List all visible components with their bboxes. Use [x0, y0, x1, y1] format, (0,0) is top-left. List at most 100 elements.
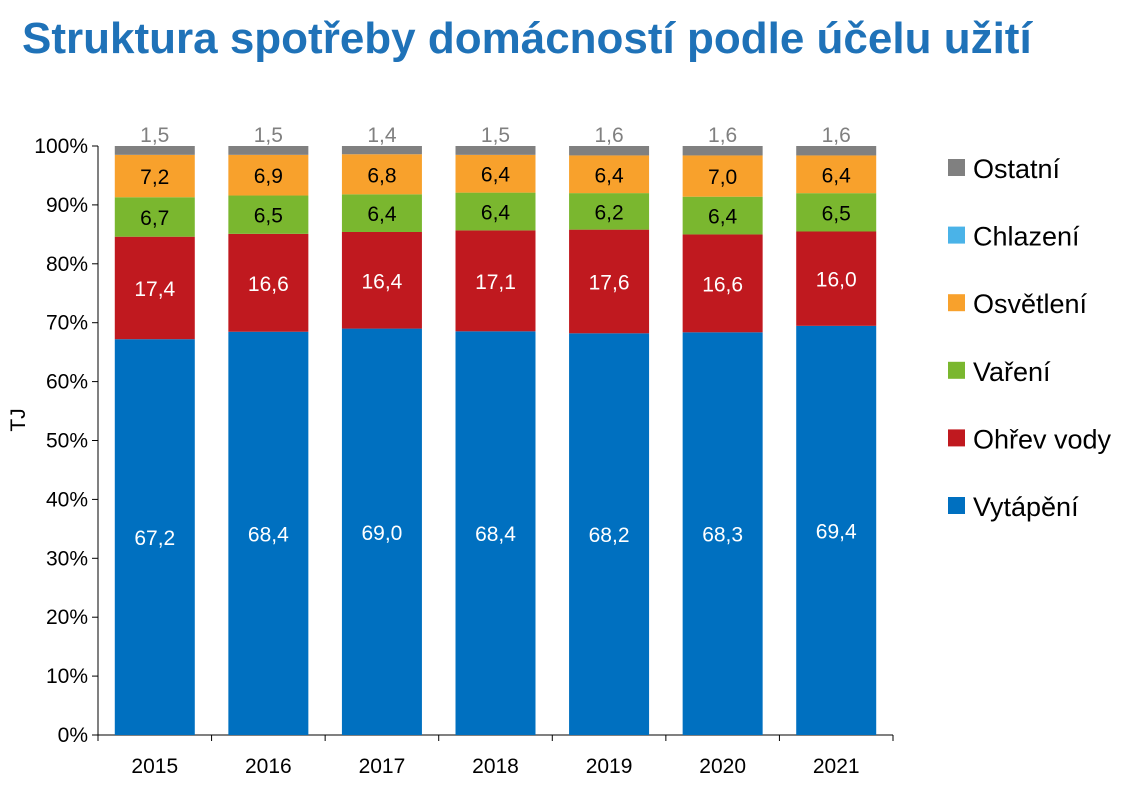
data-label: 6,2 [594, 201, 623, 224]
bar-segment [114, 339, 195, 735]
data-label: 6,4 [594, 164, 624, 187]
data-label: 1,6 [822, 124, 851, 147]
y-tick-label: 90% [46, 194, 88, 217]
bar-segment [114, 154, 195, 198]
bar-segment [341, 194, 422, 232]
bar-segment [455, 192, 536, 231]
legend-swatch [948, 226, 965, 244]
legend-swatch [948, 361, 965, 379]
data-label: 6,7 [140, 207, 169, 230]
data-label: 1,6 [708, 124, 737, 147]
legend-label: Vytápění [973, 492, 1079, 522]
legend-swatch [948, 294, 965, 312]
bar-segment [569, 229, 650, 334]
data-label: 6,4 [822, 164, 852, 187]
data-label: 6,8 [367, 164, 396, 187]
data-label: 6,5 [254, 205, 283, 228]
x-tick-label: 2016 [245, 755, 292, 778]
bar-segment [569, 155, 650, 194]
data-label: 69,0 [361, 522, 402, 545]
y-tick-label: 40% [46, 488, 88, 511]
bar-segment [682, 234, 763, 333]
bar-segment [114, 146, 195, 155]
bar-segment [341, 231, 422, 329]
bar-segment [682, 196, 763, 235]
data-label: 17,4 [134, 278, 175, 301]
legend-label: Ostatní [973, 154, 1061, 184]
bar-segment [455, 146, 536, 155]
data-label: 1,4 [367, 124, 397, 147]
x-tick-label: 2017 [359, 755, 406, 778]
data-label: 16,6 [248, 273, 289, 296]
data-label: 68,4 [248, 523, 289, 546]
data-label: 6,4 [367, 203, 397, 226]
data-label: 16,4 [361, 270, 402, 293]
bar-segment [341, 154, 422, 195]
bar-segment [114, 236, 195, 340]
bar-segment [228, 331, 309, 735]
bar-segment [796, 193, 877, 232]
y-tick-label: 10% [46, 665, 88, 688]
bar-segment [455, 154, 536, 193]
data-label: 16,6 [702, 273, 743, 296]
data-label: 1,5 [254, 124, 283, 147]
bar-segment [455, 331, 536, 735]
data-label: 1,5 [481, 124, 510, 147]
legend-swatch [948, 159, 965, 176]
data-label: 68,4 [475, 523, 516, 546]
bar-segment [341, 146, 422, 155]
bar-segment [796, 146, 877, 156]
legend-label: Chlazení [973, 222, 1080, 252]
data-label: 69,4 [816, 520, 857, 543]
data-label: 68,3 [702, 524, 743, 547]
bar-segment [569, 193, 650, 230]
data-label: 7,0 [708, 166, 737, 189]
data-label: 6,5 [822, 202, 851, 225]
y-tick-label: 70% [46, 312, 88, 335]
y-tick-label: 50% [46, 430, 88, 453]
y-tick-label: 20% [46, 606, 88, 629]
x-tick-label: 2020 [699, 755, 746, 778]
y-axis-label: TJ [7, 408, 30, 431]
data-label: 17,6 [589, 271, 630, 294]
bar-segment [682, 332, 763, 735]
legend-swatch [948, 497, 965, 514]
bar-segment [796, 325, 877, 735]
bar-segment [682, 155, 763, 197]
data-label: 6,4 [708, 206, 738, 229]
x-tick-label: 2018 [472, 755, 519, 778]
legend-label: Vaření [973, 357, 1051, 387]
legend-swatch [948, 429, 965, 447]
y-tick-label: 30% [46, 547, 88, 570]
data-label: 7,2 [140, 166, 169, 189]
bar-segment [682, 146, 763, 156]
chart-title: Struktura spotřeby domácností podle účel… [22, 14, 1032, 63]
data-label: 1,6 [594, 124, 623, 147]
data-label: 67,2 [134, 527, 175, 550]
bar-segment [341, 328, 422, 735]
x-tick-label: 2015 [131, 755, 178, 778]
data-label: 6,9 [254, 165, 283, 188]
legend-label: Ohřev vody [973, 424, 1112, 454]
bar-segment [569, 333, 650, 735]
data-label: 16,0 [816, 269, 857, 292]
data-label: 1,5 [140, 124, 169, 147]
bar-segment [569, 146, 650, 156]
bar-segment [455, 230, 536, 332]
y-tick-label: 0% [58, 724, 88, 747]
data-label: 68,2 [589, 524, 630, 547]
data-label: 6,4 [481, 202, 511, 225]
bar-segment [796, 155, 877, 194]
bar-segment [228, 233, 309, 332]
data-label: 17,1 [475, 271, 516, 294]
bar-segment [228, 146, 309, 155]
bar-segment [228, 154, 309, 196]
y-tick-label: 100% [34, 135, 88, 158]
x-tick-label: 2019 [586, 755, 633, 778]
x-tick-label: 2021 [813, 755, 860, 778]
bar-segment [114, 197, 195, 237]
bar-segment [228, 195, 309, 234]
y-tick-label: 80% [46, 253, 88, 276]
data-label: 6,4 [481, 164, 511, 187]
